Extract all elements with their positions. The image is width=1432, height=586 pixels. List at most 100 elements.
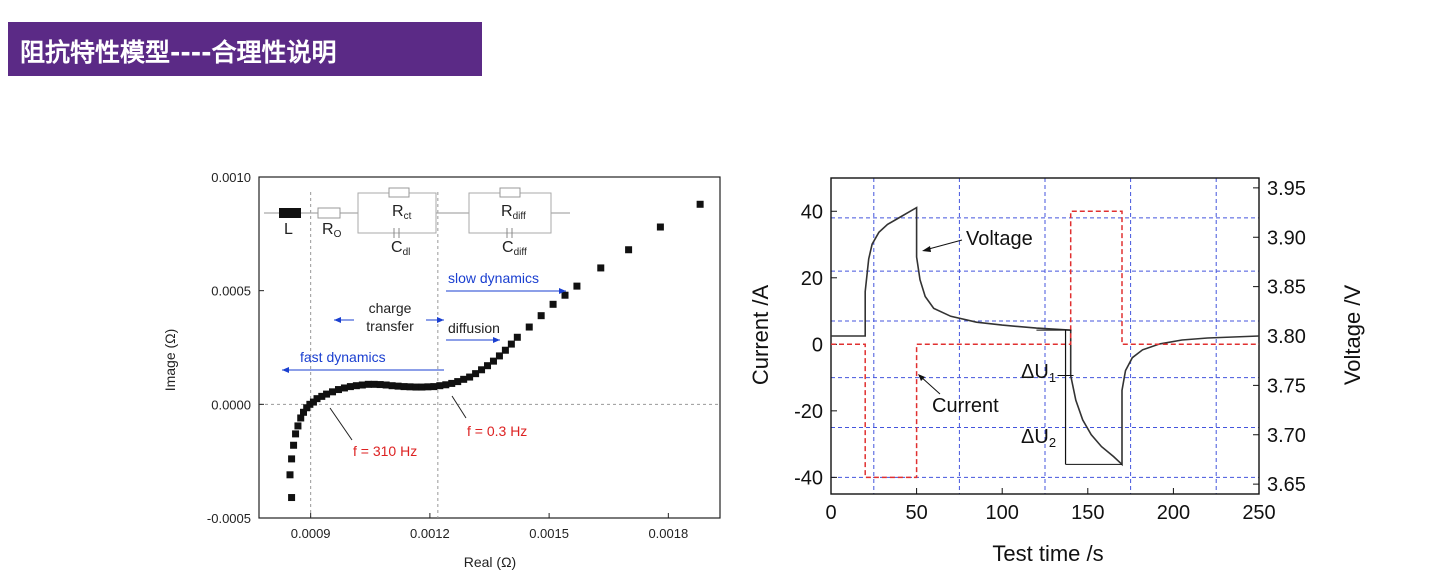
y-tick-label-0: -0.0005 — [207, 511, 251, 526]
data-point-39 — [478, 366, 486, 374]
data-point-6 — [297, 414, 305, 422]
equivalent-circuit: L RO Rct Cdl Rdiff Cdiff — [264, 187, 570, 258]
data-point-49 — [561, 291, 569, 299]
anno-diffusion: diffusion — [448, 320, 500, 336]
impedance-plot-area — [258, 176, 721, 519]
data-point-16 — [340, 384, 348, 392]
data-point-10 — [309, 398, 317, 406]
anno-charge-line2: transfer — [366, 318, 414, 334]
data-point-52 — [625, 246, 633, 254]
data-point-35 — [454, 378, 462, 386]
data-point-32 — [436, 382, 444, 390]
data-point-19 — [358, 381, 366, 389]
circuit-label-rdiff: Rdiff — [501, 203, 526, 222]
impedance-points — [286, 200, 704, 502]
anno-charge-head-left — [334, 317, 341, 323]
rdiff-cdiff-branch — [468, 192, 552, 234]
data-point-20 — [364, 380, 372, 388]
data-point-2 — [288, 455, 296, 463]
data-point-34 — [448, 379, 456, 387]
data-point-41 — [489, 357, 497, 365]
data-point-21 — [370, 380, 378, 388]
data-point-37 — [466, 373, 474, 381]
data-point-23 — [382, 381, 390, 389]
impedance-annotations: slow dynamics charge transfer diffusion fast… — [282, 270, 566, 459]
data-point-0 — [288, 494, 296, 502]
anno-slow-arrow-head — [559, 288, 566, 294]
data-point-40 — [484, 362, 492, 370]
data-point-22 — [376, 381, 384, 389]
impedance-y-axis-label: Image (Ω) — [162, 329, 178, 392]
data-point-7 — [300, 408, 308, 416]
data-point-45 — [513, 333, 521, 341]
data-point-24 — [388, 382, 396, 390]
data-point-13 — [323, 390, 331, 398]
data-point-3 — [290, 441, 298, 449]
anno-slow-dynamics: slow dynamics — [448, 270, 539, 286]
x-tick-label-0: 0.0009 — [291, 526, 331, 541]
data-point-53 — [656, 223, 664, 231]
resistor-rdiff-symbol — [499, 187, 521, 198]
impedance-plot-frame — [258, 176, 721, 519]
circuit-label-cdiff: Cdiff — [502, 239, 527, 258]
anno-diffusion-head — [493, 337, 500, 343]
impedance-ticks: 0.0009 0.0012 0.0015 0.0018 -0.0005 0.0000 0.0… — [207, 170, 688, 541]
anno-charge-line1: charge — [369, 300, 412, 316]
y-tick-label-3: 0.0010 — [211, 170, 251, 185]
resistor-rct-symbol — [388, 187, 410, 198]
data-point-30 — [424, 383, 432, 391]
x-tick-label-2: 0.0015 — [529, 526, 569, 541]
data-point-46 — [525, 323, 533, 331]
anno-f-high: f = 310 Hz — [353, 443, 417, 459]
x-tick-label-1: 0.0012 — [410, 526, 450, 541]
data-point-4 — [292, 430, 300, 438]
data-point-11 — [313, 395, 321, 403]
impedance-gridlines — [259, 192, 720, 518]
data-point-31 — [430, 383, 438, 391]
data-point-33 — [442, 381, 450, 389]
data-point-44 — [507, 340, 515, 348]
anno-fast-head — [282, 367, 289, 373]
impedance-x-axis-label: Real (Ω) — [464, 554, 516, 570]
anno-f-low: f = 0.3 Hz — [467, 423, 527, 439]
data-point-15 — [334, 386, 342, 394]
data-point-43 — [501, 346, 509, 354]
anno-f-high-leader — [329, 407, 353, 441]
data-point-5 — [294, 422, 302, 430]
resistor-ro-symbol — [317, 207, 341, 219]
circuit-label-cdl: Cdl — [391, 239, 410, 258]
anno-fast-dynamics: fast dynamics — [300, 349, 386, 365]
data-point-9 — [306, 400, 314, 408]
data-point-18 — [352, 382, 360, 390]
rct-cdl-branch — [357, 192, 437, 234]
circuit-label-rct: Rct — [392, 203, 412, 222]
data-point-12 — [318, 392, 326, 400]
data-point-36 — [460, 375, 468, 383]
data-point-51 — [597, 264, 605, 272]
y-tick-label-1: 0.0000 — [211, 397, 251, 412]
data-point-42 — [495, 352, 503, 360]
data-point-25 — [394, 382, 402, 390]
data-point-14 — [329, 388, 337, 396]
slide-title: 阻抗特性模型----合理性说明 — [20, 38, 337, 67]
data-point-54 — [696, 200, 704, 208]
anno-f-low-leader — [451, 395, 467, 419]
data-point-38 — [472, 370, 480, 378]
data-point-27 — [406, 383, 414, 391]
data-point-28 — [412, 383, 420, 391]
y-tick-label-2: 0.0005 — [211, 284, 251, 299]
data-point-1 — [286, 471, 294, 479]
data-point-48 — [549, 300, 557, 308]
anno-charge-head-right — [437, 317, 444, 323]
circuit-label-ro: RO — [322, 221, 342, 240]
inductor-symbol — [279, 208, 301, 218]
data-point-50 — [573, 282, 581, 290]
circuit-label-l: L — [284, 221, 293, 238]
x-tick-label-3: 0.0018 — [648, 526, 688, 541]
data-point-26 — [400, 383, 408, 391]
slide-title-banner: 阻抗特性模型----合理性说明 — [8, 22, 482, 76]
data-point-29 — [418, 383, 426, 391]
data-point-17 — [346, 383, 354, 391]
data-point-47 — [537, 312, 545, 320]
